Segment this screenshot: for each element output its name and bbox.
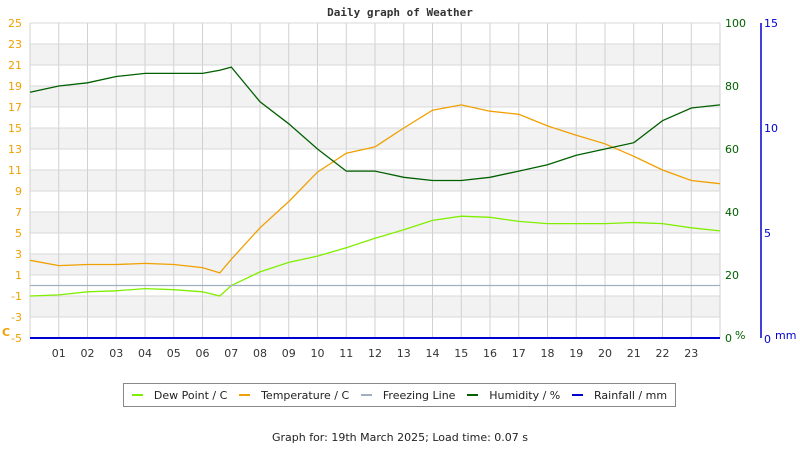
svg-text:3: 3 (15, 248, 22, 261)
svg-text:09: 09 (282, 347, 296, 360)
legend-item-freezing-line: Freezing Line (360, 389, 455, 402)
svg-text:10: 10 (764, 122, 778, 135)
data-series (29, 66, 721, 339)
svg-text:06: 06 (196, 347, 210, 360)
svg-text:19: 19 (8, 80, 22, 93)
svg-text:02: 02 (81, 347, 95, 360)
svg-text:15: 15 (454, 347, 468, 360)
svg-text:7: 7 (15, 206, 22, 219)
svg-text:14: 14 (426, 347, 440, 360)
left-axis-unit: C (2, 326, 10, 339)
svg-text:1: 1 (15, 269, 22, 282)
graph-footer: Graph for: 19th March 2025; Load time: 0… (271, 431, 529, 444)
humidity-axis-ticks: 100 80 60 40 20 0 (725, 17, 746, 345)
rainfall-axis-ticks: 15 10 5 0 (764, 17, 778, 346)
freezing-line-swatch-icon (360, 394, 372, 396)
humidity-line (29, 66, 721, 182)
svg-text:-5: -5 (11, 332, 22, 345)
horizontal-gridlines (30, 22, 720, 339)
rainfall-axis-unit: mm (775, 329, 796, 342)
temperature-swatch-icon (239, 394, 251, 396)
legend-item-temperature: Temperature / C (239, 389, 349, 402)
svg-text:07: 07 (224, 347, 238, 360)
svg-text:0: 0 (764, 333, 771, 346)
svg-text:15: 15 (8, 122, 22, 135)
chart-legend: Dew Point / C Temperature / C Freezing L… (123, 383, 676, 407)
svg-text:60: 60 (725, 143, 739, 156)
svg-text:03: 03 (109, 347, 123, 360)
chart-title: Daily graph of Weather (327, 6, 473, 19)
svg-text:100: 100 (725, 17, 746, 30)
svg-text:-3: -3 (11, 311, 22, 324)
svg-text:13: 13 (397, 347, 411, 360)
rainfall-swatch-icon (572, 394, 584, 396)
svg-text:9: 9 (15, 185, 22, 198)
svg-text:5: 5 (764, 227, 771, 240)
svg-text:22: 22 (656, 347, 670, 360)
svg-text:19: 19 (569, 347, 583, 360)
svg-text:-1: -1 (11, 290, 22, 303)
svg-text:12: 12 (368, 347, 382, 360)
legend-item-humidity: Humidity / % (467, 389, 560, 402)
svg-text:13: 13 (8, 143, 22, 156)
svg-text:08: 08 (253, 347, 267, 360)
svg-text:25: 25 (8, 17, 22, 30)
svg-text:23: 23 (8, 38, 22, 51)
dew-point-line (29, 215, 721, 297)
svg-text:17: 17 (8, 101, 22, 114)
humidity-axis-unit: % (735, 329, 745, 342)
dew-point-swatch-icon (131, 394, 143, 396)
svg-text:04: 04 (138, 347, 152, 360)
left-axis-ticks: 25 23 21 19 17 15 13 11 9 7 5 3 1 -1 -3 -5 (8, 17, 22, 345)
svg-text:10: 10 (311, 347, 325, 360)
svg-text:40: 40 (725, 206, 739, 219)
svg-text:11: 11 (339, 347, 353, 360)
svg-text:23: 23 (684, 347, 698, 360)
svg-text:15: 15 (764, 17, 778, 30)
svg-text:05: 05 (167, 347, 181, 360)
svg-text:18: 18 (541, 347, 555, 360)
weather-chart: Daily graph of Weather 25232119171513119… (2, 6, 796, 360)
humidity-swatch-icon (467, 394, 479, 396)
svg-text:5: 5 (15, 227, 22, 240)
svg-text:16: 16 (483, 347, 497, 360)
svg-text:21: 21 (8, 59, 22, 72)
svg-text:20: 20 (725, 269, 739, 282)
svg-text:0: 0 (725, 332, 732, 345)
svg-text:80: 80 (725, 80, 739, 93)
temperature-line (29, 104, 721, 274)
svg-text:01: 01 (52, 347, 66, 360)
svg-text:21: 21 (627, 347, 641, 360)
svg-text:11: 11 (8, 164, 22, 177)
legend-item-dew-point: Dew Point / C (131, 389, 227, 402)
legend-item-rainfall: Rainfall / mm (572, 389, 667, 402)
svg-text:20: 20 (598, 347, 612, 360)
x-axis-ticks: 01 02 03 04 05 06 07 08 09 10 11 12 13 14 15 16 17 18 19 20… (52, 347, 699, 360)
svg-text:17: 17 (512, 347, 526, 360)
